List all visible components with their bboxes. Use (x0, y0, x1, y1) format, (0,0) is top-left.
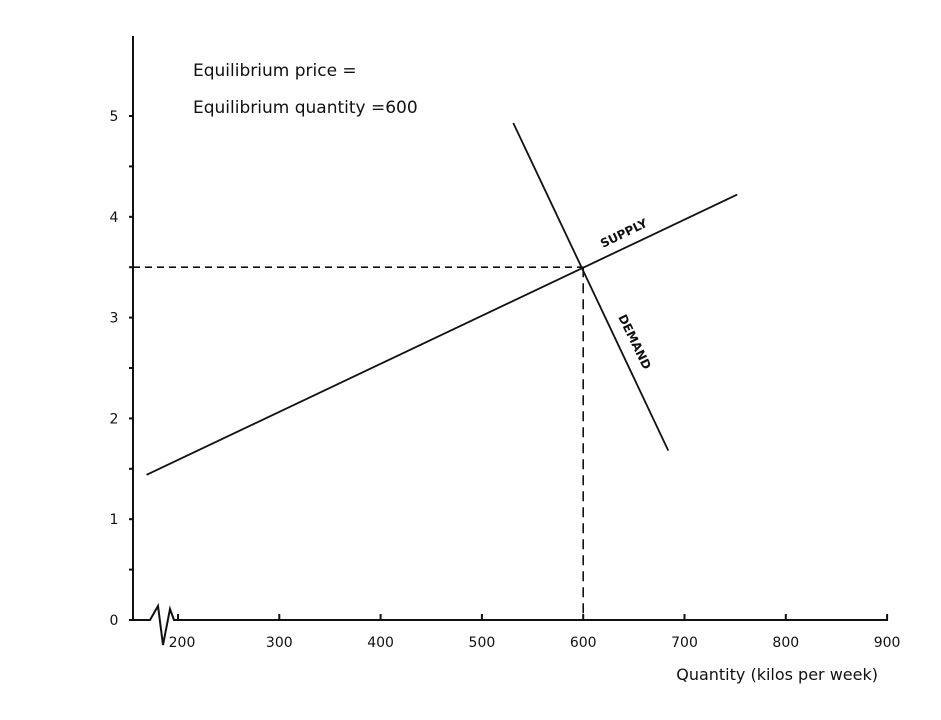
y-tick-label: 3 (110, 311, 119, 327)
x-tick-label: 200 (169, 635, 196, 651)
y-tick-label: 1 (110, 512, 119, 528)
annotation-equilibrium-price: Equilibrium price = (193, 61, 357, 81)
x-tick-label: 300 (266, 635, 293, 651)
x-tick-label: 900 (874, 635, 901, 651)
x-tick-label: 500 (469, 635, 496, 651)
supply-label: SUPPLY (598, 216, 650, 251)
demand-curve (512, 122, 670, 452)
supply-curve (146, 193, 738, 476)
annotation-equilibrium-quantity: Equilibrium quantity =600 (193, 98, 418, 118)
demand-label: DEMAND (615, 312, 654, 372)
x-axis-line-with-break (133, 602, 888, 646)
x-tick-label: 700 (671, 635, 698, 651)
y-tick-label: 2 (110, 411, 119, 427)
y-tick-label: 0 (110, 613, 119, 629)
x-tick-label: 600 (570, 635, 597, 651)
y-tick-label: 5 (110, 109, 119, 125)
x-axis-label: Quantity (kilos per week) (676, 665, 878, 684)
y-tick-label: 4 (110, 210, 119, 226)
x-tick-label: 400 (367, 635, 394, 651)
x-tick-label: 800 (772, 635, 799, 651)
